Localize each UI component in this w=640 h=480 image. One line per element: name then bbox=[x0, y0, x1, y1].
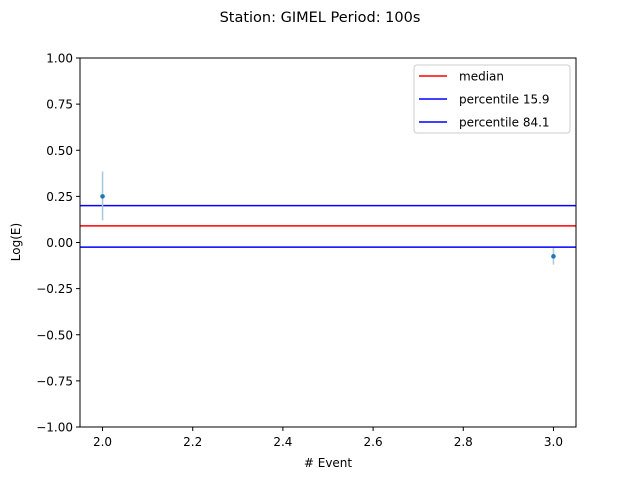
x-axis: 2.0 2.2 2.4 2.6 2.8 3.0 bbox=[93, 427, 563, 449]
data-point-1 bbox=[551, 254, 556, 259]
x-tick-label: 2.4 bbox=[273, 435, 292, 449]
y-tick-label: 1.00 bbox=[46, 52, 73, 66]
y-axis: −1.00 −0.75 −0.50 −0.25 0.00 0.25 0.50 0.75 1.00 bbox=[36, 52, 80, 435]
y-tick-label: 0.00 bbox=[46, 236, 73, 250]
y-tick-label: 0.75 bbox=[46, 98, 73, 112]
plot-area bbox=[80, 171, 576, 265]
y-tick-label: −0.75 bbox=[36, 374, 73, 388]
x-tick-label: 2.0 bbox=[93, 435, 112, 449]
y-tick-label: −1.00 bbox=[36, 421, 73, 435]
legend-label-0: median bbox=[459, 70, 504, 84]
y-tick-label: 0.50 bbox=[46, 144, 73, 158]
chart-title: Station: GIMEL Period: 100s bbox=[220, 10, 421, 26]
y-tick-label: −0.50 bbox=[36, 328, 73, 342]
x-tick-label: 2.6 bbox=[364, 435, 383, 449]
y-tick-label: −0.25 bbox=[36, 282, 73, 296]
legend-label-2: percentile 84.1 bbox=[459, 116, 550, 130]
x-tick-label: 2.8 bbox=[454, 435, 473, 449]
y-axis-label: Log(E) bbox=[9, 223, 23, 261]
data-point-0 bbox=[100, 194, 105, 199]
x-tick-label: 2.2 bbox=[183, 435, 202, 449]
x-tick-label: 3.0 bbox=[544, 435, 563, 449]
y-tick-label: 0.25 bbox=[46, 190, 73, 204]
legend-box bbox=[413, 64, 571, 134]
legend: median percentile 15.9 percentile 84.1 bbox=[413, 64, 571, 134]
x-axis-label: # Event bbox=[304, 456, 353, 470]
legend-label-1: percentile 15.9 bbox=[459, 93, 550, 107]
